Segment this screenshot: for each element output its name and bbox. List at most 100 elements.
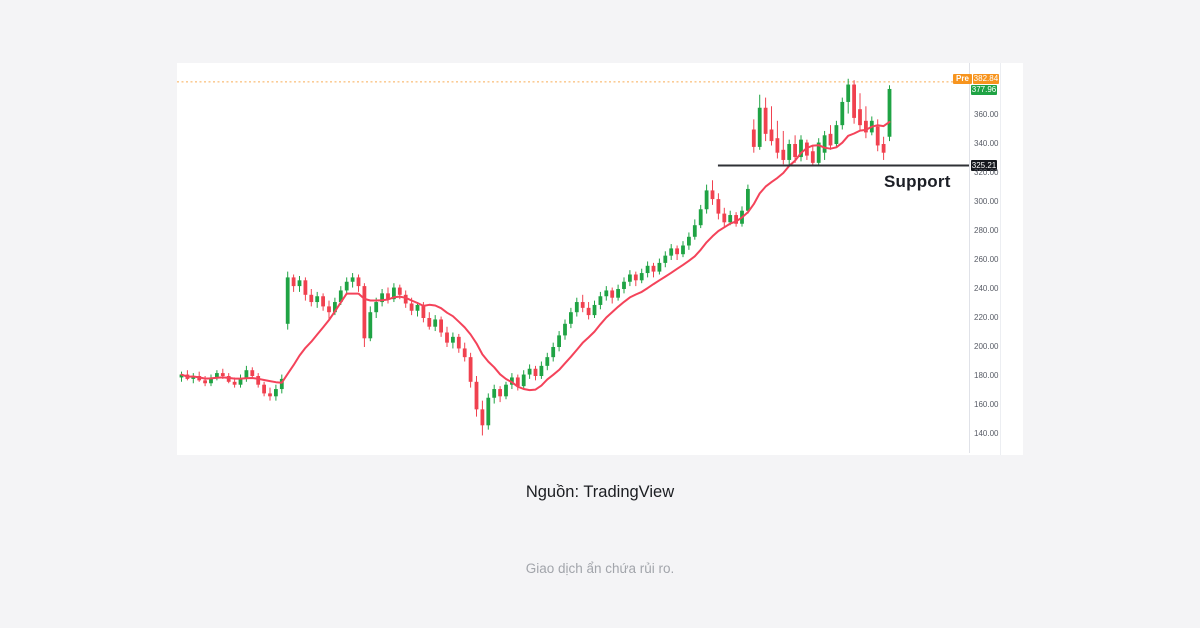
candle-body xyxy=(592,304,597,316)
candle-body xyxy=(834,125,839,144)
candle-body xyxy=(462,348,467,358)
candle-body xyxy=(633,274,638,281)
candle-body xyxy=(403,294,408,304)
candle-body xyxy=(539,365,544,376)
candle-body xyxy=(421,304,426,318)
candle-body xyxy=(639,273,644,281)
candle-body xyxy=(875,126,880,146)
candle-body xyxy=(374,302,379,313)
candle-body xyxy=(663,255,668,263)
candle-body xyxy=(321,296,325,307)
candle-body xyxy=(504,384,508,397)
candle-body xyxy=(622,281,626,289)
candle-body xyxy=(521,374,526,387)
candle-body xyxy=(232,381,237,385)
candle-body xyxy=(887,88,892,137)
price-tick-label: 360.00 xyxy=(974,110,999,119)
candle-body xyxy=(439,319,443,333)
candle-body xyxy=(256,376,261,385)
candle-body xyxy=(563,323,567,336)
candle-body xyxy=(262,384,266,394)
candle-body xyxy=(645,265,650,274)
candle-body xyxy=(427,318,432,327)
candle-body xyxy=(480,409,485,426)
candle-body xyxy=(333,302,337,313)
candle-body xyxy=(327,306,331,313)
candle-body xyxy=(769,129,774,142)
candle-body xyxy=(244,370,249,379)
candle-body xyxy=(492,389,497,398)
candle-body xyxy=(751,129,756,147)
candle-body xyxy=(474,381,479,410)
candle-body xyxy=(840,101,845,126)
candle-body xyxy=(722,213,727,223)
candle-body xyxy=(392,287,396,300)
candle-body xyxy=(368,312,373,339)
candle-body xyxy=(757,107,762,147)
price-axis[interactable]: Pre 382.84 377.96 325.21 360.00 340.00 320… xyxy=(953,63,1023,455)
candle-body xyxy=(781,149,786,160)
candle-body xyxy=(651,265,656,272)
candle-body xyxy=(545,357,550,366)
premarket-badge: Pre xyxy=(953,74,972,84)
moving-average-line xyxy=(180,120,891,392)
candle-body xyxy=(616,289,620,298)
premarket-price-value: 382.84 xyxy=(972,74,999,84)
last-price-label: 377.96 xyxy=(971,85,997,95)
candle-body xyxy=(386,293,390,300)
candle-body xyxy=(574,302,579,313)
candle-body xyxy=(681,245,685,255)
candle-body xyxy=(203,380,207,384)
candle-body xyxy=(415,304,420,311)
candle-body xyxy=(734,215,738,224)
candle-body xyxy=(356,277,361,287)
candle-body xyxy=(250,370,255,376)
candle-body xyxy=(315,296,320,303)
candle-body xyxy=(852,84,856,118)
candle-body xyxy=(716,199,721,214)
candle-body xyxy=(710,190,715,200)
candle-body xyxy=(433,319,438,327)
candle-body xyxy=(810,151,815,163)
candle-body xyxy=(179,374,184,378)
candle-body xyxy=(515,377,520,387)
candle-body xyxy=(816,142,821,163)
candle-body xyxy=(350,277,355,282)
candle-body xyxy=(445,332,449,343)
support-price-label: 325.21 xyxy=(971,160,997,171)
candle-body xyxy=(787,144,792,160)
candle-body xyxy=(285,277,290,324)
candle-body xyxy=(527,368,532,375)
candle-body xyxy=(279,378,284,390)
candle-body xyxy=(362,286,367,339)
price-tick-label: 200.00 xyxy=(974,342,999,351)
candle-body xyxy=(669,248,674,256)
candle-body xyxy=(846,84,851,102)
candle-body xyxy=(498,389,502,397)
price-tick-label: 280.00 xyxy=(974,226,999,235)
premarket-price-label: Pre 382.84 xyxy=(953,74,999,84)
candle-body xyxy=(238,378,243,385)
candle-body xyxy=(793,144,797,158)
chart-plot-area[interactable] xyxy=(177,63,969,453)
price-axis-border xyxy=(969,63,970,453)
candle-body xyxy=(274,389,278,397)
candle-body xyxy=(338,290,343,303)
candle-body xyxy=(728,215,733,223)
candle-body xyxy=(297,280,302,287)
candle-body xyxy=(533,368,538,376)
candle-body xyxy=(692,225,697,237)
candle-body xyxy=(704,190,709,210)
candle-body xyxy=(598,296,603,305)
candle-body xyxy=(864,120,868,133)
candle-body xyxy=(303,280,308,295)
source-caption: Nguồn: TradingView xyxy=(525,483,675,501)
candle-body xyxy=(580,302,585,308)
candle-body xyxy=(763,107,768,134)
price-tick-label: 260.00 xyxy=(974,255,999,264)
candle-body xyxy=(451,336,455,343)
candle-body xyxy=(675,248,679,255)
tradingview-chart-card: Support Pre 382.84 377.96 325.21 360.00 3… xyxy=(177,63,1023,455)
candle-body xyxy=(220,373,225,376)
